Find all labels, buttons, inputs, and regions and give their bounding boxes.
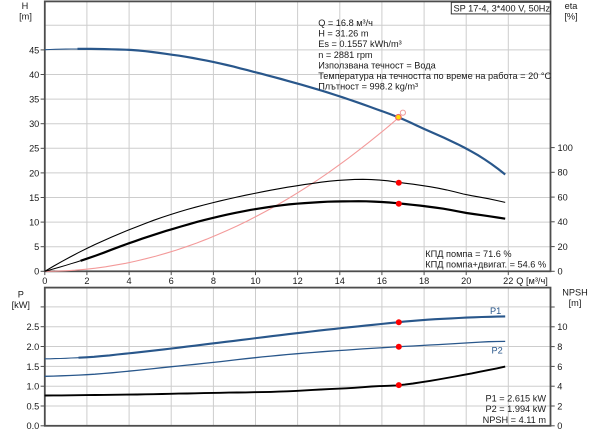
svg-text:NPSH = 4.11 m: NPSH = 4.11 m [483,415,547,425]
svg-text:[kW]: [kW] [12,300,30,310]
svg-text:80: 80 [558,168,568,178]
svg-text:2.5: 2.5 [27,322,40,332]
svg-text:8: 8 [211,276,216,286]
svg-text:45: 45 [29,45,39,55]
svg-text:КПД помпа+двигат. = 54.6 %: КПД помпа+двигат. = 54.6 % [425,260,546,270]
svg-text:P1 = 2.615 kW: P1 = 2.615 kW [485,393,546,403]
svg-text:0.5: 0.5 [27,401,40,411]
svg-text:40: 40 [29,70,39,80]
svg-text:NPSH: NPSH [562,288,588,298]
svg-text:2: 2 [557,401,562,411]
svg-text:n = 2881 rpm: n = 2881 rpm [318,50,373,60]
svg-text:H = 31.26 m: H = 31.26 m [318,29,369,39]
svg-text:0: 0 [558,267,563,277]
svg-text:1.0: 1.0 [27,382,40,392]
svg-text:8: 8 [557,342,562,352]
svg-text:60: 60 [558,193,568,203]
svg-text:eta: eta [565,1,579,11]
svg-text:SP 17-4, 3*400 V, 50Hz: SP 17-4, 3*400 V, 50Hz [454,3,551,13]
svg-text:P1: P1 [490,306,501,316]
svg-text:[m]: [m] [569,298,582,308]
svg-text:18: 18 [419,276,429,286]
svg-text:2: 2 [84,276,89,286]
svg-text:22: 22 [503,276,513,286]
svg-text:4: 4 [127,276,132,286]
svg-text:4: 4 [557,382,562,392]
svg-text:Температура на течността по вр: Температура на течността по време на раб… [318,71,551,81]
svg-text:Q = 16.8 м³/ч: Q = 16.8 м³/ч [318,18,373,28]
svg-text:1.5: 1.5 [27,362,40,372]
svg-text:6: 6 [557,362,562,372]
svg-text:16: 16 [377,276,387,286]
svg-text:Плътност = 998.2 kg/m³: Плътност = 998.2 kg/m³ [318,82,418,92]
svg-text:35: 35 [29,95,39,105]
svg-text:20: 20 [29,168,39,178]
svg-text:2.0: 2.0 [27,342,40,352]
svg-text:100: 100 [558,143,573,153]
svg-text:10: 10 [29,218,39,228]
svg-text:[%]: [%] [564,12,577,22]
svg-text:5: 5 [34,242,39,252]
svg-text:12: 12 [292,276,302,286]
svg-text:P: P [18,290,24,300]
svg-text:30: 30 [29,119,39,129]
svg-text:H: H [22,1,29,11]
svg-text:10: 10 [557,322,567,332]
svg-text:P2 = 1.994 kW: P2 = 1.994 kW [485,404,546,414]
svg-text:Es = 0.1557 kWh/m³: Es = 0.1557 kWh/m³ [318,39,402,49]
svg-text:10: 10 [250,276,260,286]
svg-text:20: 20 [558,242,568,252]
svg-text:15: 15 [29,193,39,203]
svg-text:P2: P2 [492,346,503,356]
svg-text:6: 6 [169,276,174,286]
svg-text:0.0: 0.0 [27,421,40,431]
svg-text:20: 20 [461,276,471,286]
svg-text:14: 14 [335,276,345,286]
svg-text:0: 0 [42,276,47,286]
svg-text:КПД помпа = 71.6 %: КПД помпа = 71.6 % [425,249,511,259]
svg-text:Q [м³/ч]: Q [м³/ч] [516,276,548,286]
svg-text:0: 0 [557,421,562,431]
svg-text:0: 0 [34,267,39,277]
svg-text:25: 25 [29,144,39,154]
svg-text:40: 40 [558,217,568,227]
svg-text:Използвана течност = Вода: Използвана течност = Вода [318,61,436,71]
svg-text:[m]: [m] [19,12,32,22]
